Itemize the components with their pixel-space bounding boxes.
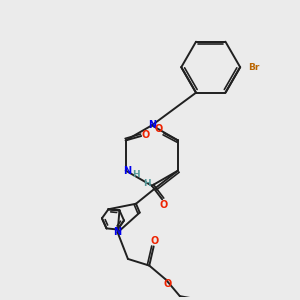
Text: H: H	[143, 179, 151, 188]
Text: O: O	[155, 124, 163, 134]
Text: O: O	[160, 200, 168, 210]
Text: O: O	[142, 130, 150, 140]
Text: O: O	[150, 236, 158, 246]
Text: O: O	[163, 279, 171, 289]
Text: N: N	[114, 227, 122, 237]
Text: N: N	[148, 120, 156, 130]
Text: H: H	[132, 170, 140, 179]
Text: Br: Br	[248, 63, 260, 72]
Text: N: N	[123, 166, 131, 176]
